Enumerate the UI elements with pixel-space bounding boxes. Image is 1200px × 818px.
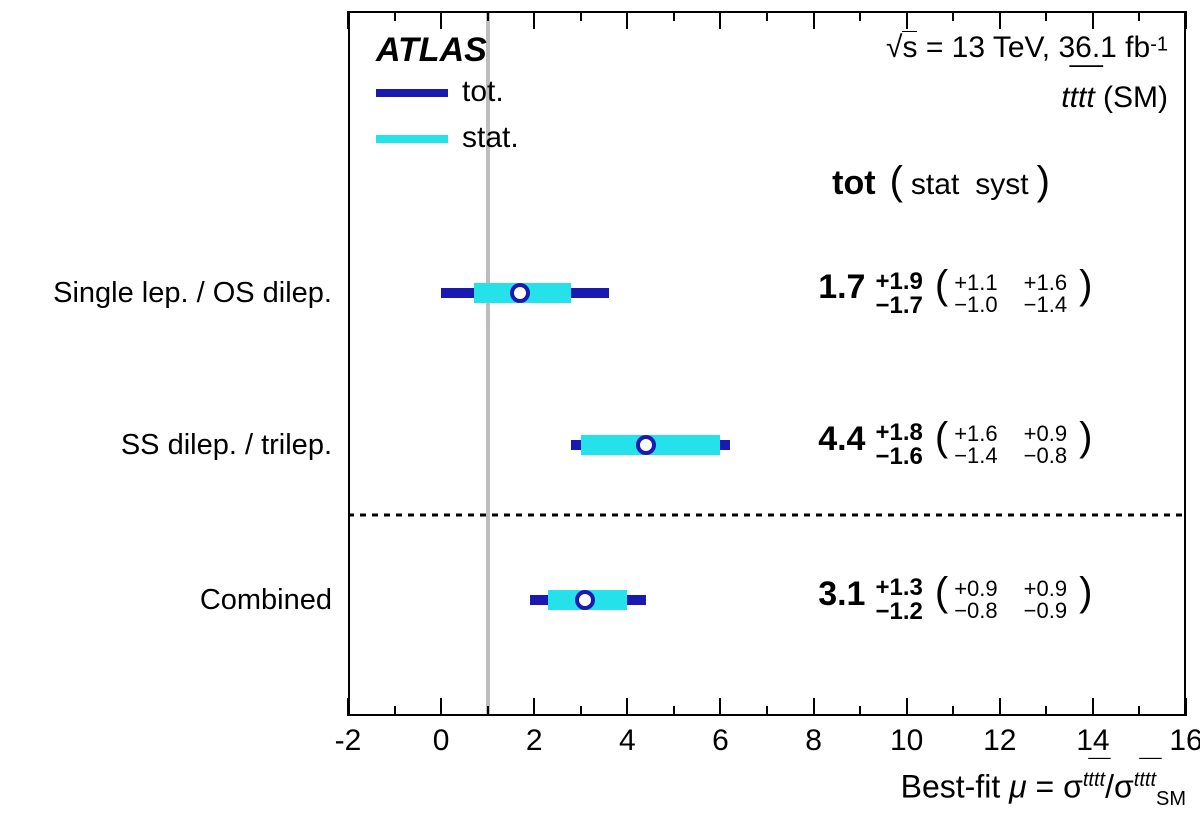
conditions-label: √s = 13 TeV, 36.1 fb-1 (886, 31, 1168, 63)
ylabel-ss-dilep-trilep: SS dilep. / trilep. (0, 431, 332, 460)
value-header: tot(statsyst) (832, 161, 1050, 201)
x-minor-tick (766, 706, 768, 716)
x-minor-tick-top (859, 11, 861, 21)
x-tick-label: 16 (1156, 726, 1200, 756)
legend-tot-label: tot. (462, 77, 504, 107)
tot-dn: −1.2 (875, 600, 922, 624)
x-tick (533, 698, 535, 716)
stat-up: +1.6 (954, 423, 997, 445)
x-minor-tick (487, 706, 489, 716)
x-tick (1092, 698, 1094, 716)
x-minor-tick (952, 706, 954, 716)
stat-dn: −1.0 (954, 294, 997, 316)
x-tick (440, 698, 442, 716)
value-block-combined: 3.1+1.3−1.2(+0.9−0.8+0.9−0.9) (818, 572, 1092, 625)
x-tick-label: 8 (784, 726, 844, 756)
syst-dn: −1.4 (1024, 294, 1067, 316)
tot-up: +1.8 (875, 421, 922, 445)
x-tick (813, 698, 815, 716)
process-label: tt¯tt¯ (SM) (1061, 83, 1168, 113)
x-tick-top (533, 11, 535, 29)
x-minor-tick (859, 706, 861, 716)
legend-stat-label: stat. (462, 123, 519, 153)
x-minor-tick-top (766, 11, 768, 21)
value-block-ss-dilep-trilep: 4.4+1.8−1.6(+1.6−1.4+0.9−0.8) (818, 417, 1092, 470)
x-minor-tick-top (952, 11, 954, 21)
x-tick-top (906, 11, 908, 29)
mu-value: 1.7 (818, 268, 865, 306)
legend-stat-swatch (376, 135, 448, 143)
x-minor-tick (1045, 706, 1047, 716)
x-tick (906, 698, 908, 716)
reference-line (486, 13, 490, 714)
x-tick-label: 0 (411, 726, 471, 756)
x-tick-top (813, 11, 815, 29)
x-tick-label: -2 (318, 726, 378, 756)
marker-ss-dilep-trilep (636, 435, 656, 455)
x-tick-label: 4 (597, 726, 657, 756)
x-minor-tick-top (580, 11, 582, 21)
x-minor-tick-top (394, 11, 396, 21)
x-tick-label: 6 (690, 726, 750, 756)
x-tick (719, 698, 721, 716)
tot-dn: −1.7 (875, 294, 922, 318)
mu-value: 3.1 (818, 575, 865, 613)
x-minor-tick-top (1138, 11, 1140, 21)
tot-dn: −1.6 (875, 445, 922, 469)
x-tick-top (440, 11, 442, 29)
stat-up: +1.1 (954, 272, 997, 294)
x-tick-label: 12 (970, 726, 1030, 756)
syst-up: +1.6 (1024, 272, 1067, 294)
ylabel-single-lep-os-dilep: Single lep. / OS dilep. (0, 279, 332, 308)
x-tick-label: 10 (877, 726, 937, 756)
stat-dn: −1.4 (954, 445, 997, 467)
x-minor-tick-top (1045, 11, 1047, 21)
ylabel-combined: Combined (0, 586, 332, 615)
x-minor-tick (580, 706, 582, 716)
atlas-label: ATLAS (376, 33, 487, 67)
mu-value: 4.4 (818, 420, 865, 458)
x-tick (626, 698, 628, 716)
x-tick-top (1185, 11, 1187, 29)
tot-up: +1.9 (875, 270, 922, 294)
x-tick-top (1092, 11, 1094, 29)
x-tick-label: 2 (504, 726, 564, 756)
x-tick-top (999, 11, 1001, 29)
x-tick (1185, 698, 1187, 716)
x-minor-tick (394, 706, 396, 716)
x-tick-top (719, 11, 721, 29)
x-tick (999, 698, 1001, 716)
value-block-single-lep-os-dilep: 1.7+1.9−1.7(+1.1−1.0+1.6−1.4) (818, 265, 1092, 318)
x-tick-top (626, 11, 628, 29)
syst-dn: −0.9 (1024, 600, 1067, 622)
stat-dn: −0.8 (954, 600, 997, 622)
x-tick-top (347, 11, 349, 29)
x-minor-tick-top (487, 11, 489, 21)
x-tick (347, 698, 349, 716)
x-minor-tick (673, 706, 675, 716)
legend-tot-swatch (376, 89, 448, 97)
syst-up: +0.9 (1024, 423, 1067, 445)
x-minor-tick (1138, 706, 1140, 716)
x-tick-label: 14 (1063, 726, 1123, 756)
syst-dn: −0.8 (1024, 445, 1067, 467)
x-axis-title: Best-fit μ = σtt¯tt¯/σtt¯tt¯SM (901, 764, 1186, 809)
syst-up: +0.9 (1024, 578, 1067, 600)
tot-up: +1.3 (875, 576, 922, 600)
x-minor-tick-top (673, 11, 675, 21)
marker-combined (575, 590, 595, 610)
stat-up: +0.9 (954, 578, 997, 600)
